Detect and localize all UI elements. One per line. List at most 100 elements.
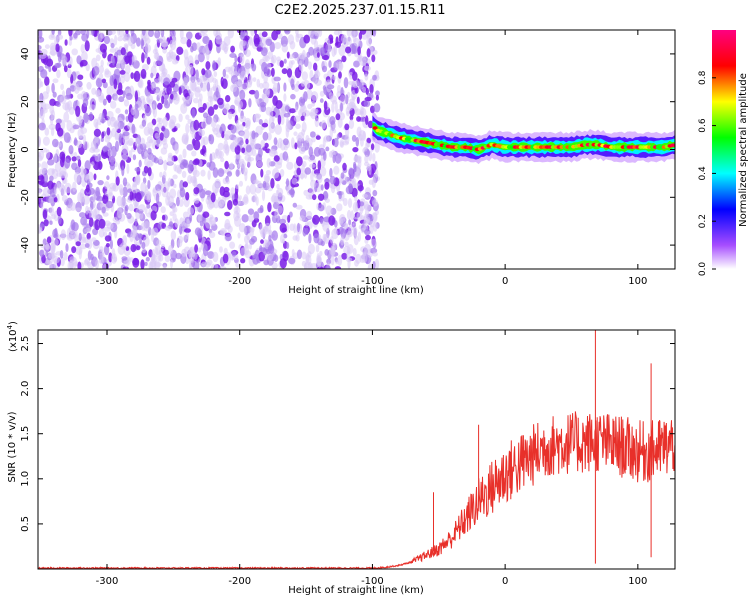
noise-blob (238, 124, 244, 131)
noise-blob (336, 133, 340, 140)
noise-blob (334, 101, 338, 113)
noise-blob (212, 83, 217, 92)
noise-blob (351, 187, 358, 198)
noise-blob (126, 163, 130, 174)
noise-blob (38, 122, 46, 131)
noise-blob (104, 235, 112, 242)
noise-blob (109, 48, 117, 53)
noise-blob (44, 76, 50, 86)
x-tick-label: -300 (96, 576, 119, 587)
x-tick-label: -100 (361, 576, 384, 587)
noise-blob (283, 82, 287, 92)
noise-blob (205, 61, 211, 70)
noise-blob (317, 204, 325, 212)
colorbar-gradient (712, 30, 736, 269)
noise-blob (80, 43, 85, 54)
noise-blob (372, 152, 376, 163)
noise-blob (100, 59, 104, 67)
noise-blob (294, 106, 298, 112)
noise-blob (149, 128, 155, 137)
noise-blob (194, 244, 199, 253)
noise-blob (251, 130, 256, 140)
noise-blob (84, 236, 88, 244)
noise-blob (295, 234, 300, 242)
noise-blob (317, 107, 322, 114)
noise-blob (239, 180, 243, 187)
noise-blob (155, 247, 159, 258)
noise-blob (365, 115, 369, 126)
x-tick-label: 100 (628, 276, 647, 287)
noise-blob (55, 101, 61, 107)
noise-blob (135, 245, 141, 251)
noise-blob (260, 168, 264, 178)
noise-blob (277, 114, 282, 126)
noise-blob (357, 46, 361, 56)
spectrogram-x-axis: -300 -200 -100 0 100 (96, 30, 647, 287)
noise-blob (261, 31, 268, 38)
noise-blob (98, 73, 104, 80)
noise-blob (205, 190, 212, 196)
noise-blob (225, 95, 231, 103)
noise-blob (323, 100, 328, 111)
noise-blob (129, 233, 134, 243)
noise-blob (155, 184, 162, 192)
noise-blob (243, 129, 250, 141)
noise-blob (98, 65, 104, 74)
noise-blob (191, 150, 197, 157)
noise-blob (340, 102, 343, 112)
noise-blob (314, 79, 322, 86)
noise-blob (42, 187, 50, 197)
noise-blob (122, 177, 128, 187)
noise-blob (153, 61, 157, 68)
noise-blob (197, 247, 202, 253)
noise-blob (224, 211, 231, 217)
noise-blob (174, 143, 179, 155)
noise-blob (87, 171, 94, 182)
noise-blob (366, 38, 372, 47)
noise-blob (56, 69, 61, 79)
noise-blob (312, 194, 317, 201)
noise-blob (202, 103, 207, 111)
noise-blob (151, 118, 157, 126)
noise-blob (117, 55, 125, 64)
noise-blob (265, 239, 271, 248)
noise-blob (313, 233, 320, 244)
noise-blob (132, 257, 140, 268)
noise-blob (71, 48, 78, 56)
noise-blob (114, 132, 119, 141)
noise-blob (169, 188, 177, 199)
noise-blob (163, 128, 170, 139)
noise-blob (283, 58, 287, 64)
noise-blob (331, 102, 335, 113)
noise-blob (95, 122, 99, 131)
noise-blob (249, 183, 257, 195)
noise-blob (244, 235, 250, 244)
noise-blob (304, 222, 310, 227)
noise-blob (186, 144, 194, 151)
noise-blob (222, 68, 226, 78)
y-tick-label: 2.5 (20, 336, 31, 352)
x-tick-label: 0 (502, 576, 508, 587)
noise-blob (372, 212, 378, 221)
noise-blob (140, 259, 145, 269)
noise-blob (261, 190, 266, 202)
noise-blob (264, 55, 269, 61)
noise-blob (279, 169, 285, 177)
noise-blob (366, 137, 372, 144)
noise-blob (258, 119, 263, 125)
noise-blob (348, 119, 355, 130)
noise-blob (39, 249, 45, 257)
noise-blob (73, 32, 78, 39)
noise-blob (291, 249, 295, 257)
noise-blob (259, 205, 264, 213)
noise-blob (106, 86, 114, 97)
noise-blob (234, 55, 238, 63)
noise-blob (93, 214, 100, 220)
noise-blob (78, 232, 82, 242)
noise-blob (274, 161, 283, 169)
noise-blob (45, 251, 49, 257)
noise-blob (119, 70, 126, 75)
noise-blob (57, 53, 62, 63)
noise-blob (297, 132, 305, 142)
